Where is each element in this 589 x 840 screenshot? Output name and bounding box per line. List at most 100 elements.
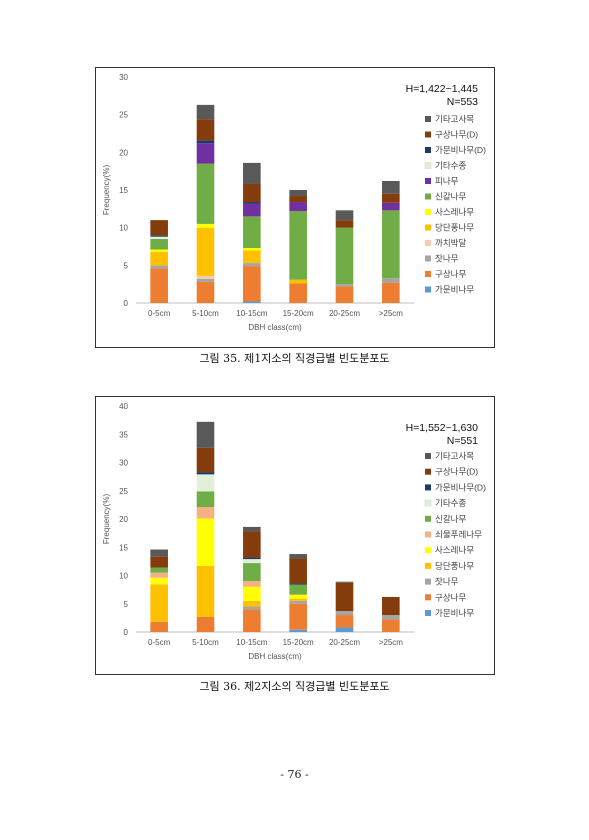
legend-swatch xyxy=(425,453,431,459)
bar-segment xyxy=(289,211,307,280)
legend-swatch xyxy=(425,515,431,522)
bar-segment xyxy=(243,250,261,264)
bar-segment xyxy=(150,268,168,303)
page-number: - 76 - xyxy=(280,768,309,781)
bar-segment xyxy=(196,474,215,492)
bar-segment xyxy=(335,286,354,303)
y-tick-label: 15 xyxy=(119,186,128,195)
x-tick-label: 0-5cm xyxy=(148,638,171,647)
chart-figure-36: 0 5 10 15 20 25 30 35 40 0-5cm 5-10cm 10-15cm 15-20c… xyxy=(95,396,495,675)
bar-segment xyxy=(150,549,168,557)
x-tick-label: 5-10cm xyxy=(192,309,219,318)
legend-swatch xyxy=(425,116,431,122)
bar-segment xyxy=(243,559,261,564)
figure-caption: 그림 35. 제1지소의 직경급별 빈도분포도 xyxy=(199,352,390,365)
bar-segment xyxy=(243,606,261,610)
legend-label: 구상나무 xyxy=(435,592,466,602)
bar-segment xyxy=(382,202,400,211)
legend-swatch xyxy=(425,610,431,616)
legend-swatch xyxy=(425,224,431,231)
legend-swatch xyxy=(424,499,432,507)
bar-segment xyxy=(196,119,215,141)
bar-segment xyxy=(289,583,307,585)
bar-segment xyxy=(243,581,261,587)
bar-segment xyxy=(382,193,400,203)
chart-figure-35: 0 5 10 15 20 25 30 0-5cm 5-10cm 10-15cm 15-20cm 20-… xyxy=(95,67,495,348)
bar-segment xyxy=(243,216,261,249)
legend-label: 피나무 xyxy=(435,176,459,186)
x-tick-label: 15-20cm xyxy=(283,638,314,647)
bar-segment xyxy=(382,282,400,303)
bar-segment xyxy=(382,278,400,283)
legend-label: 기타고사목 xyxy=(435,451,474,461)
height-annotation: H=1,422~1,445 xyxy=(406,83,479,95)
bar-segment xyxy=(382,210,400,279)
x-tick-label: 20-25cm xyxy=(329,638,360,647)
bar-segment xyxy=(150,249,168,252)
legend-swatch xyxy=(425,286,431,293)
legend-label: 잣나무 xyxy=(435,254,459,264)
bar-segment xyxy=(382,596,400,616)
legend-label: 사스레나무 xyxy=(435,207,474,217)
bar-segment xyxy=(150,236,168,239)
bar-segment xyxy=(289,279,307,284)
bar-segment xyxy=(196,472,215,475)
bar-segment xyxy=(289,283,307,303)
y-tick-label: 5 xyxy=(124,261,129,270)
stacked-bar-chart: 0 5 10 15 20 25 30 0-5cm 5-10cm 10-15cm 15-20cm 20-… xyxy=(102,73,486,332)
y-axis-title: Frequency(%) xyxy=(102,494,111,545)
legend-swatch xyxy=(424,162,432,169)
bar-segment xyxy=(335,227,354,285)
bar-segment xyxy=(382,615,400,620)
bar-segment xyxy=(289,594,307,599)
legend-label: 당단풍나무 xyxy=(435,561,474,571)
legend-swatch xyxy=(425,147,431,153)
bar-segment xyxy=(150,567,168,573)
bar-segment xyxy=(289,598,307,601)
bar-segment xyxy=(150,577,168,585)
legend-swatch xyxy=(425,209,431,215)
y-tick-label: 10 xyxy=(119,224,128,233)
bar-segment xyxy=(289,554,307,559)
bar-segment xyxy=(289,190,307,197)
bar-segment xyxy=(335,627,354,632)
bar-segment xyxy=(335,210,354,221)
bar-segment xyxy=(335,284,354,287)
x-axis-title: DBH class(cm) xyxy=(248,323,302,332)
bar-segment xyxy=(243,266,261,302)
y-tick-label: 20 xyxy=(119,148,128,157)
legend-swatch xyxy=(425,594,431,601)
legend-label: 쇠물푸레나무 xyxy=(435,530,482,540)
bar-segment xyxy=(196,163,215,224)
x-tick-label: >25cm xyxy=(379,309,404,318)
legend-label: 신갈나무 xyxy=(435,514,466,524)
legend-swatch xyxy=(425,562,431,569)
x-tick-label: >25cm xyxy=(379,638,404,647)
legend-label: 구상나무(D) xyxy=(435,467,478,477)
bar-segment xyxy=(150,556,168,568)
y-tick-label: 0 xyxy=(124,628,129,637)
bar-segment xyxy=(243,263,261,267)
legend-swatch xyxy=(425,484,431,491)
bar-segment xyxy=(335,220,354,228)
bar-segment xyxy=(243,557,261,560)
legend-swatch xyxy=(425,468,431,475)
bar-segment xyxy=(196,507,215,519)
bar-segment xyxy=(243,609,261,632)
legend-swatch xyxy=(425,178,431,184)
y-tick-label: 30 xyxy=(119,73,128,82)
bar-segment xyxy=(196,223,215,228)
bar-segment xyxy=(196,518,215,566)
bar-segment xyxy=(243,531,261,558)
bar-segment xyxy=(196,275,215,279)
bar-segment xyxy=(243,202,261,204)
bar-segment xyxy=(196,104,215,120)
legend-label: 구상나무(D) xyxy=(435,130,478,140)
bar-segment xyxy=(150,572,168,578)
bar-segment xyxy=(243,586,261,601)
figure-caption: 그림 36. 제2지소의 직경급별 빈도분포도 xyxy=(199,680,390,693)
bar-segment xyxy=(150,238,168,250)
bar-segment xyxy=(196,616,215,632)
bar-segment xyxy=(150,584,168,622)
bar-segment xyxy=(196,281,215,303)
